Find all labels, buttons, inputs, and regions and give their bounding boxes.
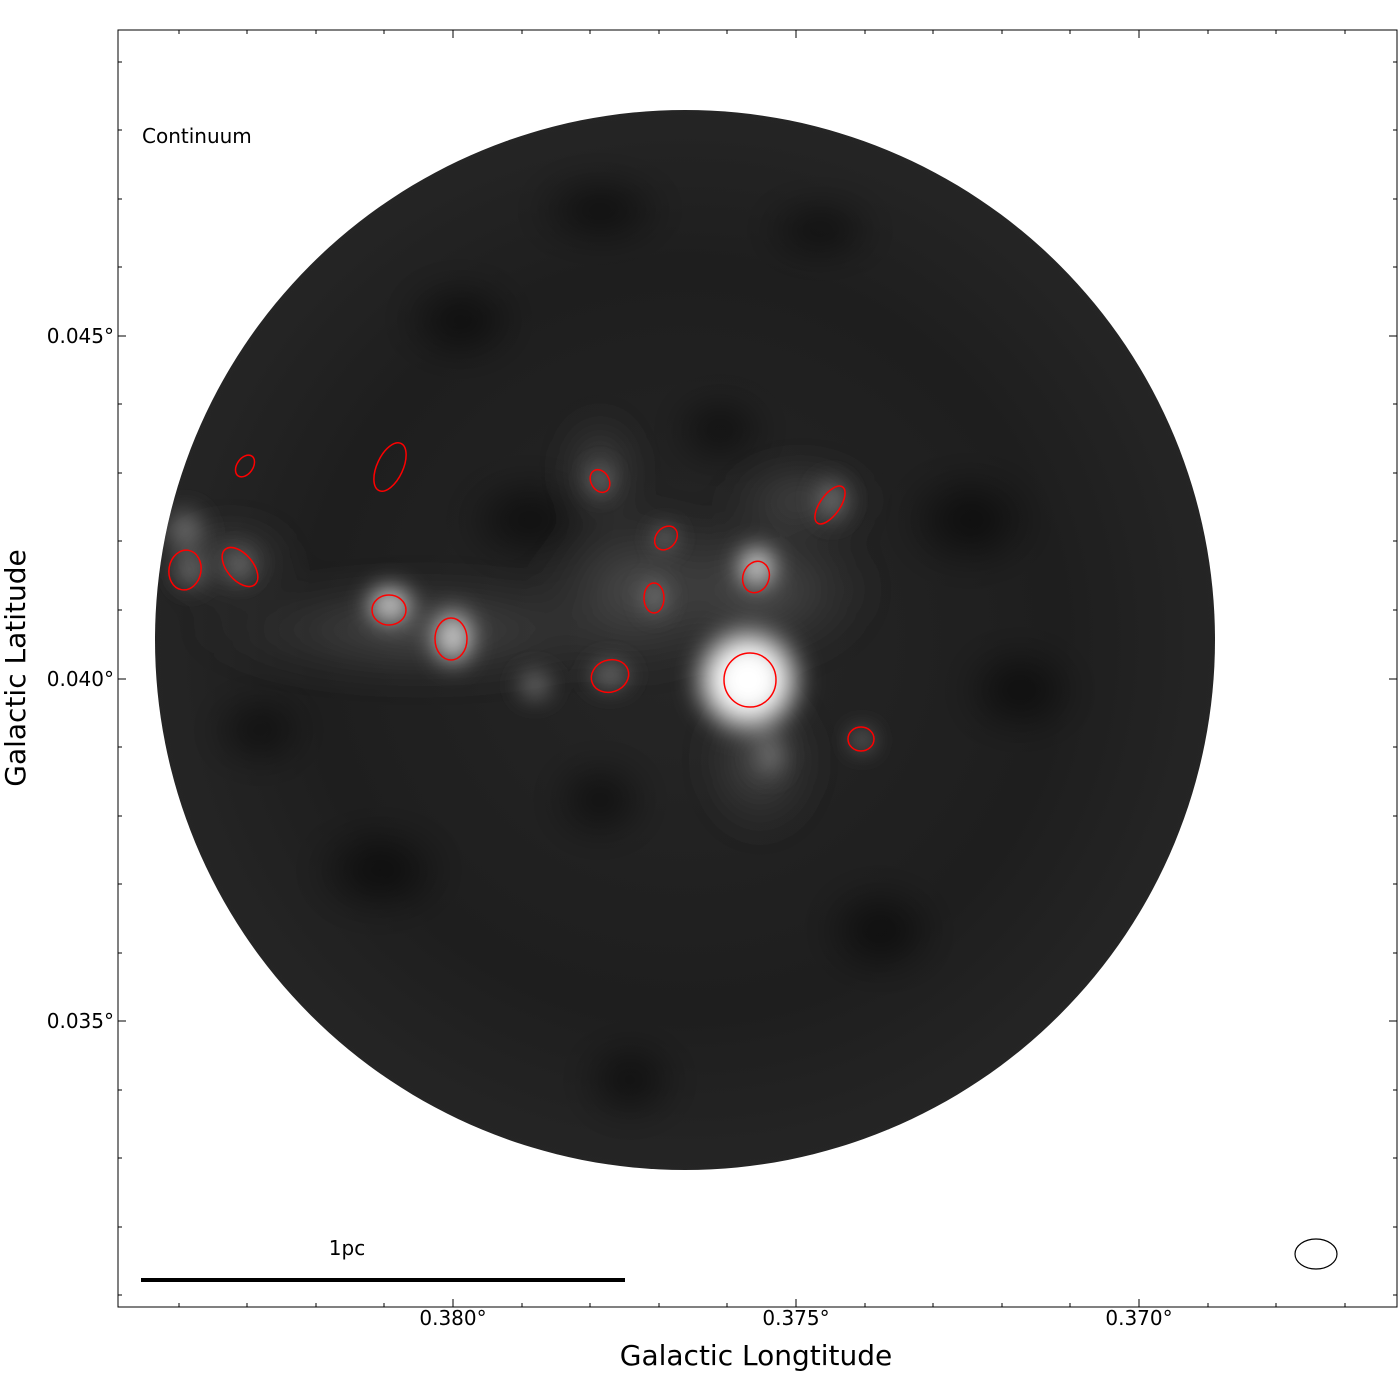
source-ellipse [589, 468, 611, 494]
source-ellipse [168, 549, 202, 591]
panel-label: Continuum [142, 124, 252, 148]
axis-ticks [118, 30, 1397, 1307]
y-tick-label: 0.035° [47, 1009, 114, 1033]
x-tick-label: 0.370° [1105, 1306, 1172, 1330]
source-ellipse [434, 617, 468, 661]
source-ellipse [221, 546, 259, 588]
source-ellipses [168, 442, 875, 752]
scalebar-label: 1pc [329, 1236, 365, 1260]
source-ellipse [814, 485, 846, 525]
source-ellipse [847, 726, 875, 752]
y-tick-label: 0.045° [47, 324, 114, 348]
source-ellipse [373, 442, 407, 492]
continuum-map [155, 110, 1215, 1170]
source-ellipse [741, 560, 771, 594]
x-tick-label: 0.375° [762, 1306, 829, 1330]
source-ellipse [234, 454, 256, 478]
y-axis-title: Galactic Latitude [0, 549, 32, 786]
source-ellipse [643, 582, 665, 614]
source-ellipse [723, 652, 777, 708]
y-tick-label: 0.040° [47, 667, 114, 691]
source-ellipse [590, 658, 630, 694]
beam-ellipse [1294, 1238, 1338, 1270]
x-axis-title: Galactic Longtitude [620, 1339, 892, 1372]
source-ellipse [371, 594, 407, 626]
source-ellipse [653, 525, 679, 551]
x-tick-label: 0.380° [419, 1306, 486, 1330]
